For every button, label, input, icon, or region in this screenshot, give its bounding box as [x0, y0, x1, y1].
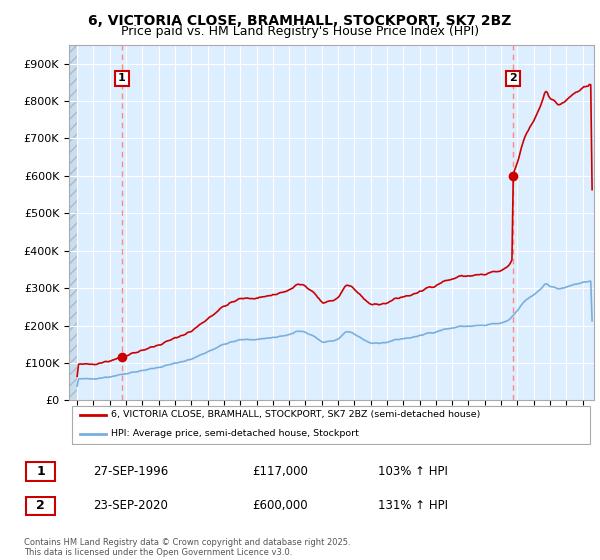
- Text: 1: 1: [36, 465, 45, 478]
- Text: 2: 2: [509, 73, 517, 83]
- Text: £117,000: £117,000: [252, 465, 308, 478]
- Text: Contains HM Land Registry data © Crown copyright and database right 2025.
This d: Contains HM Land Registry data © Crown c…: [24, 538, 350, 557]
- FancyBboxPatch shape: [26, 463, 55, 480]
- FancyBboxPatch shape: [26, 497, 55, 515]
- Text: HPI: Average price, semi-detached house, Stockport: HPI: Average price, semi-detached house,…: [111, 430, 359, 438]
- Text: 131% ↑ HPI: 131% ↑ HPI: [378, 499, 448, 512]
- Text: 6, VICTORIA CLOSE, BRAMHALL, STOCKPORT, SK7 2BZ: 6, VICTORIA CLOSE, BRAMHALL, STOCKPORT, …: [88, 14, 512, 28]
- Text: 27-SEP-1996: 27-SEP-1996: [93, 465, 168, 478]
- Text: Price paid vs. HM Land Registry's House Price Index (HPI): Price paid vs. HM Land Registry's House …: [121, 25, 479, 38]
- Text: 23-SEP-2020: 23-SEP-2020: [93, 499, 168, 512]
- FancyBboxPatch shape: [71, 405, 590, 445]
- Text: 103% ↑ HPI: 103% ↑ HPI: [378, 465, 448, 478]
- Text: 6, VICTORIA CLOSE, BRAMHALL, STOCKPORT, SK7 2BZ (semi-detached house): 6, VICTORIA CLOSE, BRAMHALL, STOCKPORT, …: [111, 410, 481, 419]
- Text: 1: 1: [118, 73, 126, 83]
- Text: 2: 2: [36, 499, 45, 512]
- Text: £600,000: £600,000: [252, 499, 308, 512]
